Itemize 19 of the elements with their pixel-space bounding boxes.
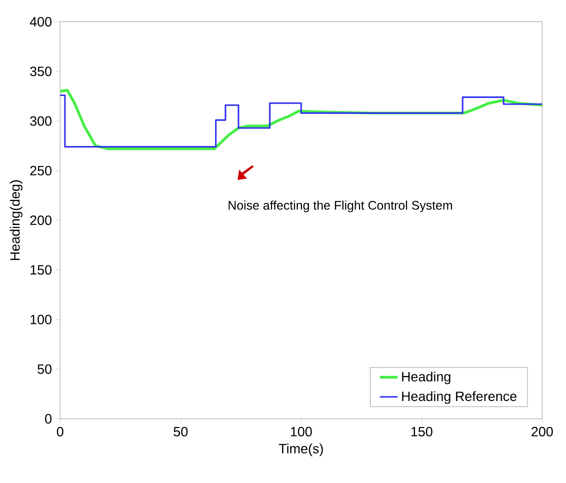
y-axis-title: Heading(deg) bbox=[10, 180, 22, 260]
y-tick-label: 0 bbox=[45, 414, 52, 424]
y-tick-label: 150 bbox=[30, 265, 52, 275]
x-tick-label: 0 bbox=[56, 426, 64, 436]
y-tick-label: 50 bbox=[38, 364, 52, 374]
x-tick-label: 200 bbox=[532, 426, 553, 436]
x-tick-label: 100 bbox=[290, 426, 312, 436]
x-tick-label: 150 bbox=[411, 426, 432, 436]
y-tick-label: 200 bbox=[30, 215, 52, 226]
x-tick-label: 50 bbox=[174, 426, 188, 436]
legend-label: Heading Reference bbox=[402, 391, 516, 404]
y-tick-label: 350 bbox=[30, 66, 52, 76]
y-tick-label: 250 bbox=[30, 166, 52, 176]
y-tick-label: 300 bbox=[30, 116, 52, 126]
annotation: Noise affecting the Flight Control System bbox=[228, 200, 452, 212]
legend-label: Heading bbox=[402, 372, 450, 384]
y-tick-label: 400 bbox=[30, 16, 52, 27]
x-axis-title: Time(s) bbox=[278, 444, 323, 456]
y-tick-label: 100 bbox=[30, 314, 52, 324]
